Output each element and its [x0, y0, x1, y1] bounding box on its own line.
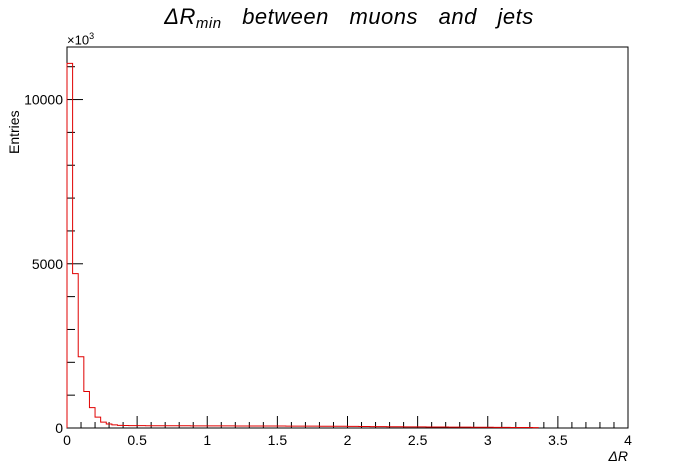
title-word-1: between — [242, 4, 329, 29]
y-axis-multiplier: ×103 — [67, 31, 94, 47]
x-tick-label: 0.5 — [127, 432, 147, 448]
title-word-4: jets — [497, 4, 534, 29]
y-scale-label: ×10 — [67, 32, 90, 48]
x-tick-label: 3 — [484, 432, 492, 448]
y-tick-label: 5000 — [32, 256, 63, 272]
title-symbol: ΔR — [164, 4, 196, 29]
axis-tick-labels: 0 0.5 1 1.5 2 2.5 3 3.5 4 0 5000 10000 — [24, 92, 632, 448]
x-tick-label: 1.5 — [268, 432, 288, 448]
x-axis-label: ΔR — [608, 448, 628, 464]
x-tick-label: 4 — [624, 432, 632, 448]
x-tick-label: 1 — [203, 432, 211, 448]
y-axis-label-text: Entries — [6, 110, 22, 154]
y-tick-label: 0 — [55, 420, 63, 436]
chart-title: ΔRmin between muons and jets — [0, 4, 698, 32]
plot-frame — [66, 46, 629, 429]
x-tick-label: 2 — [344, 432, 352, 448]
x-tick-label: 0 — [63, 432, 71, 448]
title-word-2: muons — [349, 4, 419, 29]
histogram-line — [66, 62, 539, 429]
title-subscript: min — [195, 15, 222, 32]
y-axis-label: Entries — [4, 96, 22, 156]
y-scale-exponent: 3 — [89, 31, 95, 41]
y-tick-label: 10000 — [24, 92, 63, 108]
x-tick-label: 3.5 — [548, 432, 568, 448]
title-word-3: and — [438, 4, 477, 29]
x-tick-label: 2.5 — [408, 432, 428, 448]
